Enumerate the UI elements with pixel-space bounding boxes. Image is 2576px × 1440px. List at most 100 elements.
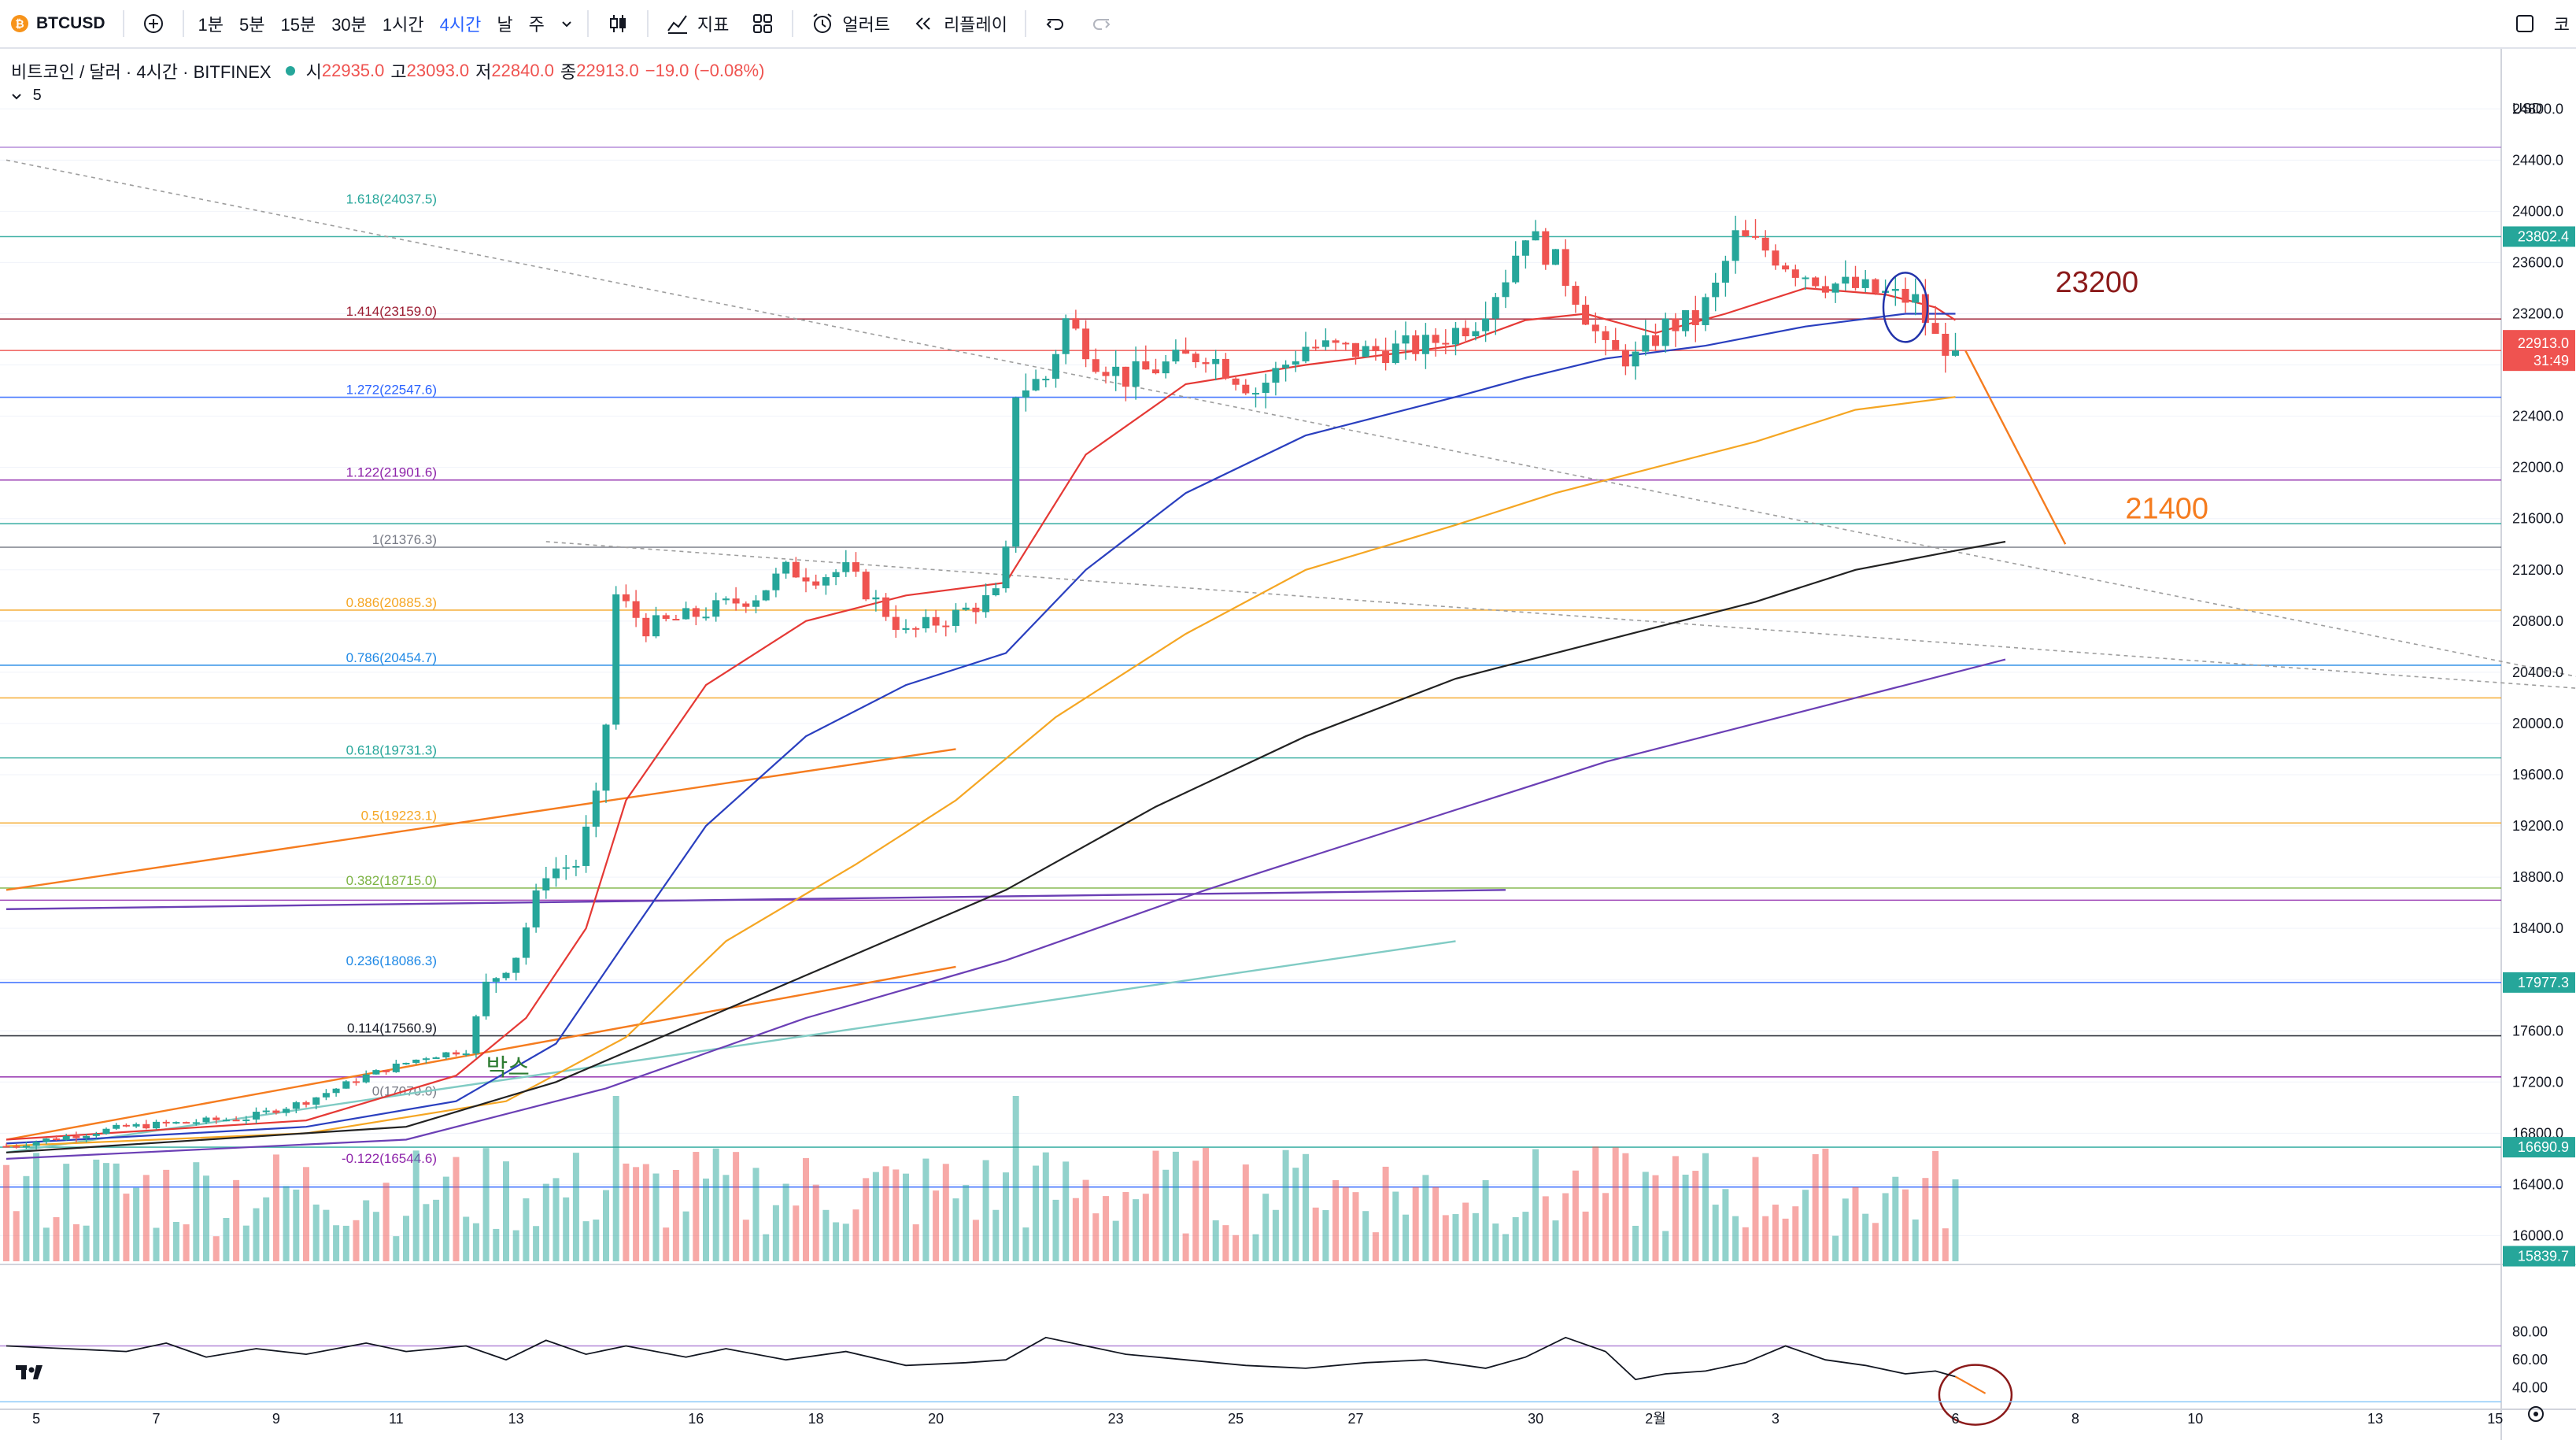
interval-1m[interactable]: 1분 <box>190 0 231 47</box>
tradingview-logo[interactable] <box>14 1360 50 1384</box>
volume-bars <box>3 1096 1959 1261</box>
price-tick-label: 20400.0 <box>2512 664 2563 680</box>
candle-body <box>1102 372 1110 376</box>
candle-body <box>892 616 900 631</box>
candle-body <box>1632 351 1639 367</box>
candle-body <box>1702 297 1709 325</box>
undo-button[interactable] <box>1033 0 1078 47</box>
fib-level-label: -0.122(16544.6) <box>342 1151 437 1166</box>
price-badge-label: 17977.3 <box>2518 975 2569 990</box>
indicator-count: 5 <box>32 87 42 104</box>
candle-body <box>1052 354 1059 379</box>
candle-body <box>392 1063 400 1072</box>
price-tick-label: 17200.0 <box>2512 1074 2563 1090</box>
redo-button[interactable] <box>1078 0 1124 47</box>
candle-body <box>1002 546 1010 589</box>
compare-button[interactable] <box>131 0 176 47</box>
price-tick-label: 22000.0 <box>2512 460 2563 476</box>
volume-bar <box>503 1161 509 1261</box>
candle-body <box>1221 358 1229 379</box>
candle-body <box>752 600 759 607</box>
candle-body <box>1812 277 1820 287</box>
indicators-button[interactable]: 지표 <box>655 0 740 47</box>
volume-bar <box>303 1167 309 1261</box>
candle-body <box>1912 294 1920 303</box>
chart-canvas[interactable]: 1.618(24037.5) 1.414(23159.0) 1.272(22547.… <box>0 49 2576 1440</box>
interval-4h[interactable]: 4시간 <box>432 0 490 47</box>
candle-body <box>1302 346 1310 361</box>
volume-bar <box>542 1183 549 1261</box>
fullscreen-button[interactable] <box>2502 0 2548 47</box>
settings-icon[interactable] <box>2528 1406 2544 1422</box>
interval-30m[interactable]: 30분 <box>323 0 375 47</box>
candle-body <box>742 603 750 607</box>
replay-button[interactable]: 리플레이 <box>901 0 1018 47</box>
volume-bar <box>612 1096 619 1261</box>
trendline <box>6 889 1506 910</box>
candle-body <box>1292 361 1299 365</box>
candle-body <box>592 790 600 827</box>
time-tick-label: 16 <box>688 1411 704 1427</box>
toolbar-divider <box>1025 10 1027 37</box>
alert-button[interactable]: 얼러트 <box>800 0 901 47</box>
volume-bar <box>1822 1148 1829 1261</box>
candle-body <box>1761 237 1769 251</box>
trendline <box>1964 350 2067 545</box>
volume-bar <box>1882 1193 1889 1261</box>
price-tick-label: 23600.0 <box>2512 254 2563 270</box>
candle-body <box>142 1123 150 1129</box>
interval-label: 15분 <box>280 15 316 35</box>
candle-body <box>1062 318 1070 354</box>
candle-body <box>1721 261 1729 283</box>
candle-body <box>682 608 690 620</box>
candle-body <box>1332 340 1340 343</box>
candle-body <box>1872 279 1879 293</box>
volume-bar <box>1052 1199 1059 1261</box>
volume-bar <box>1322 1210 1329 1261</box>
volume-bar <box>103 1163 109 1261</box>
volume-bar <box>693 1152 700 1261</box>
volume-bar <box>1892 1176 1899 1261</box>
volume-bar <box>553 1178 560 1261</box>
volume-bar <box>293 1189 300 1261</box>
price-badge <box>2503 1137 2575 1158</box>
volume-bar <box>172 1221 179 1261</box>
candle-body <box>122 1124 130 1127</box>
rsi-highlight-circle <box>1938 1364 2013 1426</box>
symbol-search[interactable]: ₿ BTCUSD <box>0 0 116 47</box>
volume-bar <box>1522 1212 1529 1261</box>
chart-type-button[interactable] <box>595 0 641 47</box>
candle-body <box>1772 250 1780 266</box>
candle-body <box>712 600 720 617</box>
interval-1w[interactable]: 주 <box>521 0 553 47</box>
volume-bar <box>423 1204 430 1261</box>
volume-bar <box>1502 1234 1509 1261</box>
time-tick-label: 9 <box>272 1411 280 1427</box>
volume-bar <box>1242 1164 1249 1261</box>
volume-bar <box>603 1190 609 1261</box>
interval-15m[interactable]: 15분 <box>272 0 323 47</box>
undo-icon <box>1046 19 1064 30</box>
time-tick-label: 2월 <box>1645 1411 1666 1427</box>
price-tick-label: 19200.0 <box>2512 818 2563 834</box>
interval-1h[interactable]: 1시간 <box>375 0 432 47</box>
candle-body <box>72 1135 80 1138</box>
candle-body <box>762 590 770 601</box>
candle-body <box>972 607 980 613</box>
horizontal-levels <box>0 146 2501 1188</box>
candle-body <box>1782 265 1790 270</box>
interval-5m[interactable]: 5분 <box>231 0 272 47</box>
candle-body <box>832 572 840 578</box>
indicator-legend[interactable]: 5 <box>11 87 42 105</box>
candle-body <box>1412 335 1420 354</box>
interval-dropdown[interactable] <box>553 0 581 47</box>
interval-1d[interactable]: 날 <box>489 0 520 47</box>
layouts-button[interactable] <box>740 0 785 47</box>
time-tick-label: 10 <box>2187 1411 2203 1427</box>
overflow-label[interactable]: 코 <box>2548 0 2576 47</box>
volume-bar <box>512 1230 519 1261</box>
candle-body <box>1462 328 1469 337</box>
candle-body <box>922 616 930 629</box>
candle-body <box>1132 361 1140 387</box>
